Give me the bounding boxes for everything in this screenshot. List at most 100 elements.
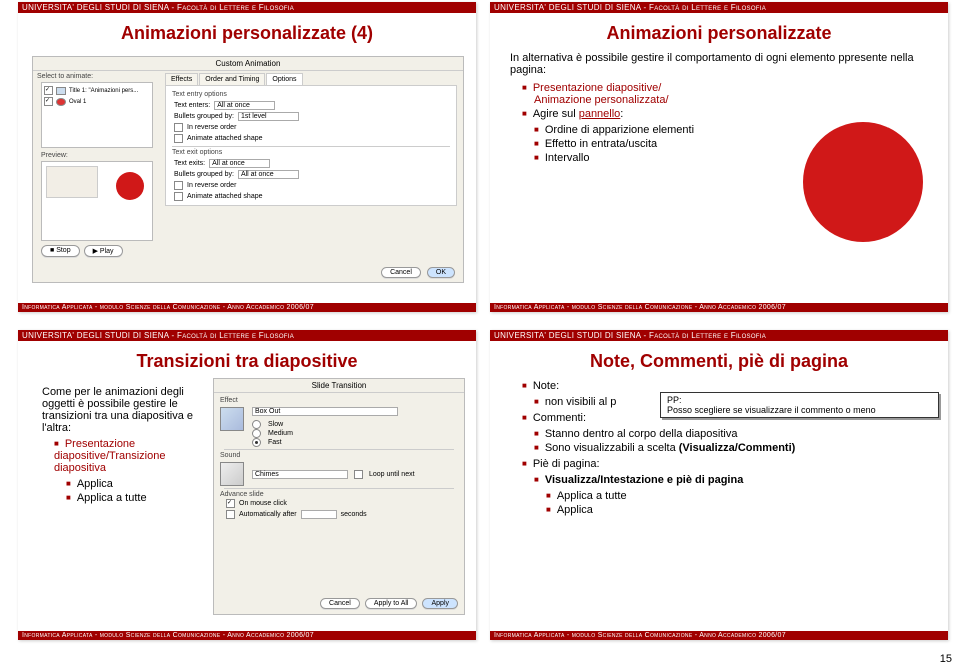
effect-preview-icon — [220, 407, 244, 431]
sound-icon — [220, 462, 244, 486]
intro-text: Come per le animazioni degli oggetti è p… — [42, 386, 212, 434]
loop-label: Loop until next — [369, 471, 415, 478]
b2: Agire sul pannello: — [533, 108, 624, 120]
tabs: Effects Order and Timing Options — [165, 73, 457, 86]
reverse-check2[interactable] — [174, 181, 183, 190]
text-enters-select[interactable]: All at once — [214, 101, 275, 110]
select-label: Select to animate: — [37, 73, 157, 80]
text-exits-select[interactable]: All at once — [209, 159, 270, 168]
sound-select[interactable]: Chimes — [252, 470, 348, 479]
select-list[interactable]: Title 1: "Animazioni pers... Oval 1 — [41, 82, 153, 148]
item-check[interactable] — [44, 86, 53, 95]
sound-label: Sound — [220, 452, 458, 459]
footer: Informatica Applicata - modulo Scienze d… — [18, 303, 476, 312]
b1: Presentazione diapositive/ — [533, 82, 661, 94]
seconds-input[interactable] — [301, 510, 337, 519]
effect-select[interactable]: Box Out — [252, 407, 398, 416]
cancel-button[interactable]: Cancel — [320, 598, 360, 609]
on-click-label: On mouse click — [239, 500, 287, 507]
advance-label: Advance slide — [220, 491, 458, 498]
pp-callout: PP: Posso scegliere se visualizzare il c… — [660, 392, 939, 418]
on-click-check[interactable] — [226, 499, 235, 508]
b2c: Intervallo — [545, 152, 590, 164]
apply-all-button[interactable]: Apply to All — [365, 598, 418, 609]
b2a: Ordine di apparizione elementi — [545, 124, 694, 136]
loop-check[interactable] — [354, 470, 363, 479]
p1b: Applica — [557, 504, 593, 516]
tab-options[interactable]: Options — [266, 73, 302, 85]
effect-label: Effect — [220, 397, 458, 404]
note-label: Note: — [533, 380, 559, 392]
custom-anim-dialog: Custom Animation Select to animate: Titl… — [32, 56, 464, 283]
intro-text: In alternativa è possibile gestire il co… — [510, 52, 928, 76]
tab-order[interactable]: Order and Timing — [199, 73, 265, 85]
auto-label: Automatically after — [239, 511, 297, 518]
text-exits-label: Text exits: — [174, 160, 205, 167]
slide-title: Transizioni tra diapositive — [18, 351, 476, 372]
speed-med[interactable] — [252, 429, 261, 438]
page-number: 15 — [940, 653, 952, 665]
anim-item: Title 1: "Animazioni pers... — [69, 88, 138, 94]
animate-shape-label: Animate attached shape — [187, 135, 263, 142]
speed-fast[interactable] — [252, 438, 261, 447]
slide-anim-4: UNIVERSITA' DEGLI STUDI DI SIENA - Facol… — [18, 2, 476, 312]
exit-group: Text exit options — [172, 149, 450, 156]
p1: Visualizza/Intestazione e piè di pagina — [545, 474, 743, 486]
seconds-label: seconds — [341, 511, 367, 518]
animate-shape-check[interactable] — [174, 134, 183, 143]
reverse-label: In reverse order — [187, 124, 236, 131]
b2b: Effetto in entrata/uscita — [545, 138, 657, 150]
slide-note-commenti: UNIVERSITA' DEGLI STUDI DI SIENA - Facol… — [490, 330, 948, 640]
commenti-label: Commenti: — [533, 412, 586, 424]
note-a: non visibili al p — [545, 396, 617, 408]
dialog-title: Custom Animation — [33, 57, 463, 71]
footer: Informatica Applicata - modulo Scienze d… — [18, 631, 476, 640]
header: UNIVERSITA' DEGLI STUDI DI SIENA - Facol… — [490, 2, 948, 13]
anim-item: Oval 1 — [69, 99, 86, 105]
pp-title: PP: — [667, 395, 932, 405]
entry-group: Text entry options — [172, 91, 450, 98]
footer: Informatica Applicata - modulo Scienze d… — [490, 631, 948, 640]
header: UNIVERSITA' DEGLI STUDI DI SIENA - Facol… — [18, 2, 476, 13]
bullets-grouped-label2: Bullets grouped by: — [174, 171, 234, 178]
stop-button[interactable]: ■ Stop — [41, 245, 80, 257]
footer: Informatica Applicata - modulo Scienze d… — [490, 303, 948, 312]
c2: Sono visualizzabili a scelta (Visualizza… — [545, 442, 795, 454]
speed-slow[interactable] — [252, 420, 261, 429]
preview-pane — [41, 161, 153, 241]
slide-title: Animazioni personalizzate (4) — [18, 23, 476, 44]
p1a: Applica a tutte — [557, 490, 627, 502]
header: UNIVERSITA' DEGLI STUDI DI SIENA - Facol… — [18, 330, 476, 341]
slide-title: Animazioni personalizzate — [490, 23, 948, 44]
auto-check[interactable] — [226, 510, 235, 519]
bullets-grouped-select[interactable]: 1st level — [238, 112, 299, 121]
slide-anim-pers: UNIVERSITA' DEGLI STUDI DI SIENA - Facol… — [490, 2, 948, 312]
slide-transizioni: UNIVERSITA' DEGLI STUDI DI SIENA - Facol… — [18, 330, 476, 640]
cancel-button[interactable]: Cancel — [381, 267, 421, 278]
pie-label: Piè di pagina: — [533, 458, 600, 470]
pp-text: Posso scegliere se visualizzare il comme… — [667, 405, 932, 415]
animate-shape-label2: Animate attached shape — [187, 193, 263, 200]
text-enters-label: Text enters: — [174, 102, 210, 109]
b1b: Animazione personalizzata/ — [534, 94, 669, 106]
apply-button[interactable]: Apply — [422, 598, 458, 609]
animate-shape-check2[interactable] — [174, 192, 183, 201]
header: UNIVERSITA' DEGLI STUDI DI SIENA - Facol… — [490, 330, 948, 341]
slide-title: Note, Commenti, piè di pagina — [490, 351, 948, 372]
reverse-label2: In reverse order — [187, 182, 236, 189]
reverse-check[interactable] — [174, 123, 183, 132]
bullets-grouped-label: Bullets grouped by: — [174, 113, 234, 120]
item-check[interactable] — [44, 97, 53, 106]
ok-button[interactable]: OK — [427, 267, 455, 278]
tab-effects[interactable]: Effects — [165, 73, 198, 85]
bullets-grouped-select2[interactable]: All at once — [238, 170, 299, 179]
play-button[interactable]: ▶ Play — [84, 245, 123, 257]
c1: Stanno dentro al corpo della diapositiva — [545, 428, 738, 440]
dialog-title: Slide Transition — [214, 379, 464, 393]
red-circle — [803, 122, 923, 242]
slide-transition-dialog: Slide Transition Effect Box Out Slow Med… — [213, 378, 465, 615]
b1a: Applica — [77, 478, 113, 490]
b1: Presentazione diapositive/Transizione di… — [54, 438, 165, 474]
preview-label: Preview: — [41, 152, 157, 159]
b1b: Applica a tutte — [77, 492, 147, 504]
